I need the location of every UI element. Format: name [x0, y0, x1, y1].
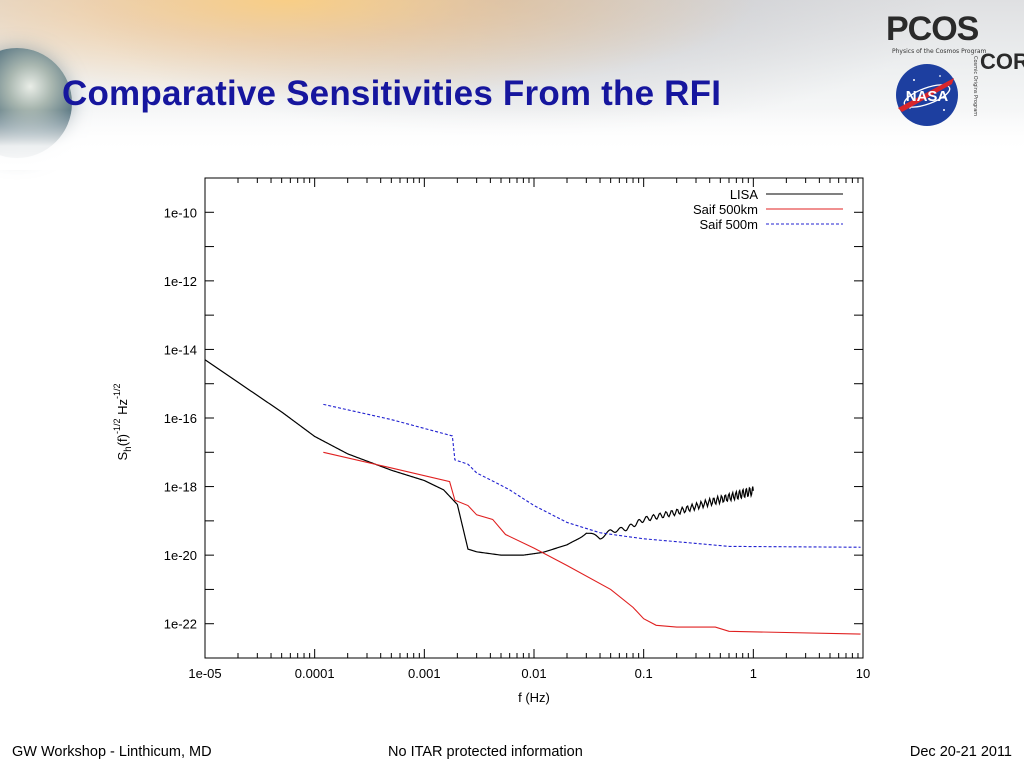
legend-label: Saif 500m [699, 217, 758, 232]
x-tick-label: 10 [856, 666, 870, 681]
x-tick-label: 0.001 [408, 666, 441, 681]
y-tick-label: 1e-22 [164, 617, 197, 632]
sensitivity-chart: 1e-05 0.0001 0.001 0.01 0.1 1 10 1e-10 1e-12 1e-1… [95, 165, 885, 710]
pcos-subtitle: Physics of the Cosmos Program [892, 48, 987, 55]
y-axis-label: Sh(f)-1/2 Hz-1/2 [112, 383, 134, 460]
y-tick-label: 1e-20 [164, 548, 197, 563]
legend-label: LISA [730, 187, 759, 202]
cor-subtitle: Cosmic Origins Program [972, 56, 978, 117]
axis-tick-labels: 1e-05 0.0001 0.001 0.01 0.1 1 10 1e-10 1e-12 1e-1… [164, 205, 870, 681]
y-tick-label: 1e-16 [164, 411, 197, 426]
slide-title: Comparative Sensitivities From the RFI [62, 74, 722, 113]
pcos-logo: PCOS [886, 10, 979, 48]
series-line-saif-500km [323, 451, 861, 635]
series-line-lisa [204, 359, 754, 556]
x-tick-label: 0.1 [635, 666, 653, 681]
footer-date: Dec 20-21 2011 [909, 744, 1012, 760]
header-swoosh [0, 110, 1024, 170]
x-tick-label: 1 [750, 666, 757, 681]
data-series [204, 359, 861, 635]
footer-itar-notice: No ITAR protected information [388, 744, 583, 760]
nasa-logo-icon: NASA [896, 64, 958, 126]
y-tick-label: 1e-14 [164, 342, 197, 357]
chart-svg: 1e-05 0.0001 0.001 0.01 0.1 1 10 1e-10 1e-12 1e-1… [112, 177, 870, 705]
plot-border [204, 177, 864, 659]
y-tick-label: 1e-18 [164, 480, 197, 495]
nasa-wordmark: NASA [906, 88, 949, 105]
x-tick-label: 1e-05 [188, 666, 221, 681]
y-tick-label: 1e-12 [164, 274, 197, 289]
legend-label: Saif 500km [693, 202, 758, 217]
cor-logo: COR [980, 49, 1024, 74]
series-line-saif-500m [323, 403, 861, 548]
x-tick-label: 0.01 [521, 666, 546, 681]
program-logos: PCOS Physics of the Cosmos Program NASA … [886, 8, 1024, 133]
x-tick-label: 0.0001 [295, 666, 335, 681]
y-tick-label: 1e-10 [164, 205, 197, 220]
plot-frame [204, 177, 864, 659]
axis-ticks [204, 177, 864, 659]
x-axis-label: f (Hz) [518, 690, 550, 705]
footer-location: GW Workshop - Linthicum, MD [12, 744, 212, 760]
